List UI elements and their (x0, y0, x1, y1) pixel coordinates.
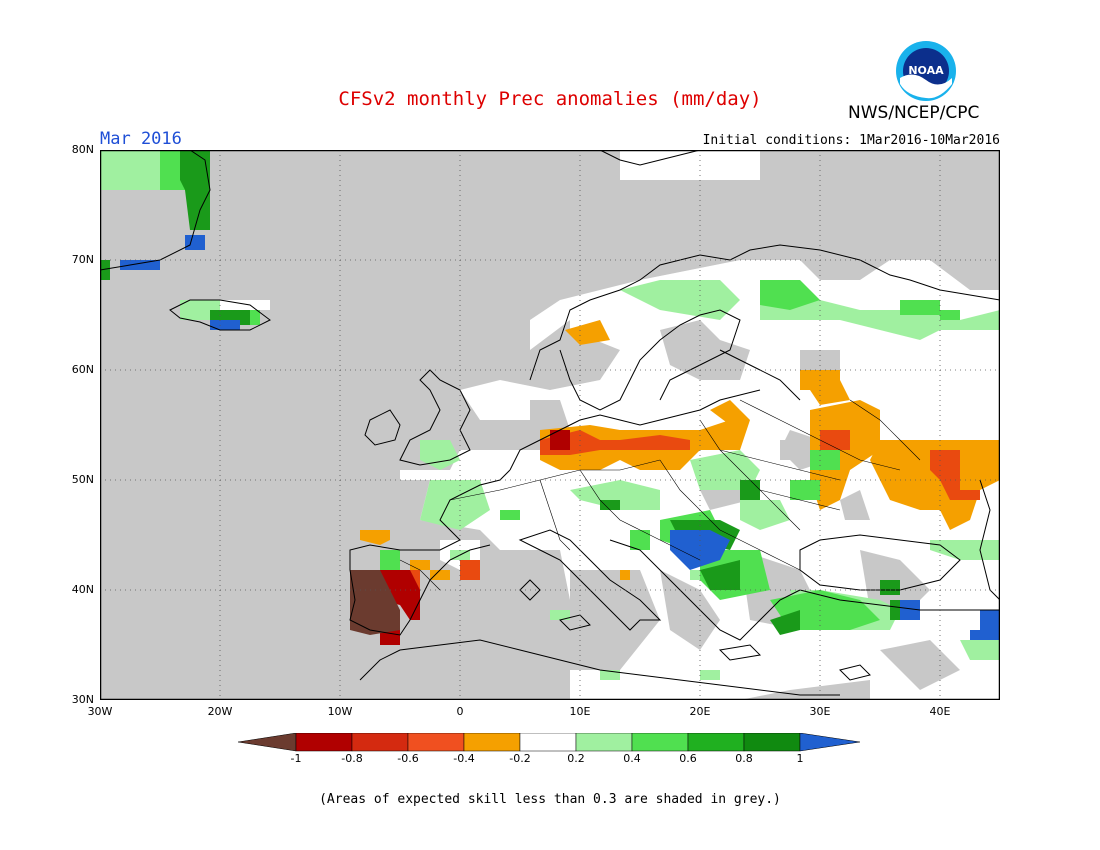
lon-label-0: 0 (456, 705, 464, 718)
colorbar-segment-1 (295, 733, 353, 752)
anomaly-map (100, 150, 1000, 700)
colorbar-segment-7 (631, 733, 689, 752)
lon-label-30w: 30W (87, 705, 113, 718)
colorbar (238, 733, 861, 752)
agency-label: NWS/NCEP/CPC (848, 103, 980, 123)
lat-label-50n: 50N (71, 473, 94, 486)
lon-label-10w: 10W (327, 705, 353, 718)
chart-title: CFSv2 monthly Prec anomalies (mm/day) (0, 88, 1100, 110)
colorbar-label: -0.6 (397, 752, 419, 765)
colorbar-label: -0.8 (341, 752, 363, 765)
skill-note: (Areas of expected skill less than 0.3 a… (319, 792, 781, 807)
colorbar-segment-9 (743, 733, 801, 752)
colorbar-label: 0.2 (567, 752, 585, 765)
blue-areas (120, 235, 1000, 640)
colorbar-label: 0.8 (735, 752, 753, 765)
colorbar-label: 0.6 (679, 752, 697, 765)
lat-label-40n: 40N (71, 583, 94, 596)
colorbar-segment-8 (687, 733, 745, 752)
colorbar-segment-3 (407, 733, 465, 752)
colorbar-label: 0.4 (623, 752, 641, 765)
colorbar-segment-5 (519, 733, 577, 752)
brown-areas (350, 570, 400, 635)
lon-label-40e: 40E (929, 705, 951, 718)
colorbar-segment-4 (463, 733, 521, 752)
initial-conditions-label: Initial conditions: 1Mar2016-10Mar2016 (702, 133, 1000, 148)
lat-label-70n: 70N (71, 253, 94, 266)
month-label: Mar 2016 (100, 129, 182, 149)
lat-label-80n: 80N (71, 143, 94, 156)
map-frame (100, 150, 1000, 700)
colorbar-label: -1 (290, 752, 302, 765)
colorbar-label: 1 (796, 752, 804, 765)
svg-text:NOAA: NOAA (908, 64, 944, 77)
lat-label-60n: 60N (71, 363, 94, 376)
lon-label-30e: 30E (809, 705, 831, 718)
lon-label-20w: 20W (207, 705, 233, 718)
lat-label-30n: 30N (71, 693, 94, 706)
lat-lon-grid (100, 150, 1000, 700)
colorbar-label: -0.4 (453, 752, 475, 765)
colorbar-segment-6 (575, 733, 633, 752)
lon-label-20e: 20E (689, 705, 711, 718)
colorbar-label: -0.2 (509, 752, 531, 765)
chart-title-text: CFSv2 monthly Prec anomalies (mm/day) (338, 88, 762, 110)
coastlines (100, 150, 1000, 696)
colorbar-segment-10 (799, 733, 861, 752)
colorbar-segment-0 (238, 733, 297, 752)
noaa-logo: NOAA (896, 41, 956, 101)
lon-label-10e: 10E (569, 705, 591, 718)
colorbar-segment-2 (351, 733, 409, 752)
